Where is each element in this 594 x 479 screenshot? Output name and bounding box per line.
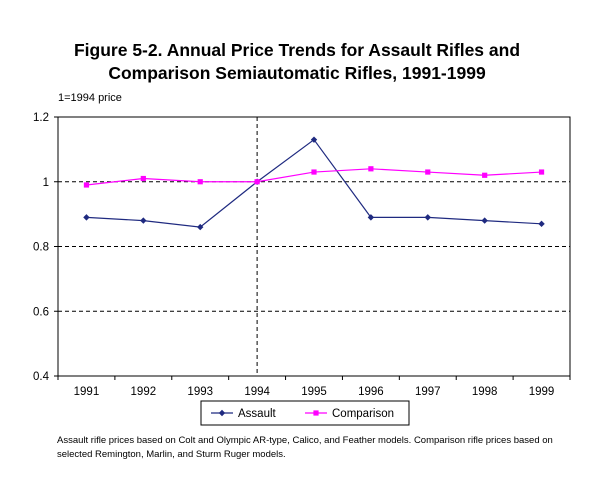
x-tick-label: 1998 [472, 386, 498, 398]
assault-point [424, 214, 431, 221]
comparison-point [368, 166, 374, 172]
comparison-legend-marker [313, 410, 319, 416]
comparison-point [197, 179, 203, 185]
assault-point [481, 217, 488, 224]
x-tick-label: 1997 [415, 386, 441, 398]
comparison-point [140, 175, 146, 182]
chart-footnote: Assault rifle prices based on Colt and O… [57, 435, 553, 460]
y-axis-note: 1=1994 price [58, 92, 122, 104]
x-tick-label: 1991 [74, 386, 100, 398]
y-tick-label: 0.6 [33, 306, 49, 318]
x-tick-label: 1999 [529, 386, 555, 398]
comparison-point [425, 169, 431, 175]
comparison-legend-label: Comparison [332, 408, 394, 420]
y-tick-label: 0.8 [33, 242, 49, 254]
chart-title-line-2: Comparison Semiautomatic Rifles, 1991-19… [108, 63, 486, 83]
x-tick-label: 1994 [244, 386, 270, 398]
y-tick-label: 1.2 [33, 112, 49, 124]
x-tick-label: 1992 [131, 386, 157, 398]
x-tick-label: 1996 [358, 386, 384, 398]
comparison-point [311, 169, 317, 175]
assault-point [538, 220, 545, 228]
comparison-point [538, 169, 545, 175]
x-tick-label: 1993 [187, 386, 213, 398]
y-tick-label: 1 [43, 177, 49, 189]
assault-legend-marker [218, 409, 226, 417]
comparison-point [482, 172, 488, 178]
chart-title-line-1: Figure 5-2. Annual Price Trends for Assa… [73, 40, 521, 60]
comparison-point [83, 182, 90, 188]
y-tick-label: 0.4 [33, 371, 50, 383]
assault-legend-label: Assault [238, 408, 277, 420]
assault-series-line [86, 138, 542, 228]
assault-point [83, 214, 90, 221]
x-tick-label: 1995 [301, 386, 327, 398]
assault-point [140, 217, 147, 224]
assault-point [367, 214, 375, 221]
assault-point [197, 223, 204, 231]
comparison-point [254, 179, 260, 185]
assault-point [310, 136, 318, 143]
